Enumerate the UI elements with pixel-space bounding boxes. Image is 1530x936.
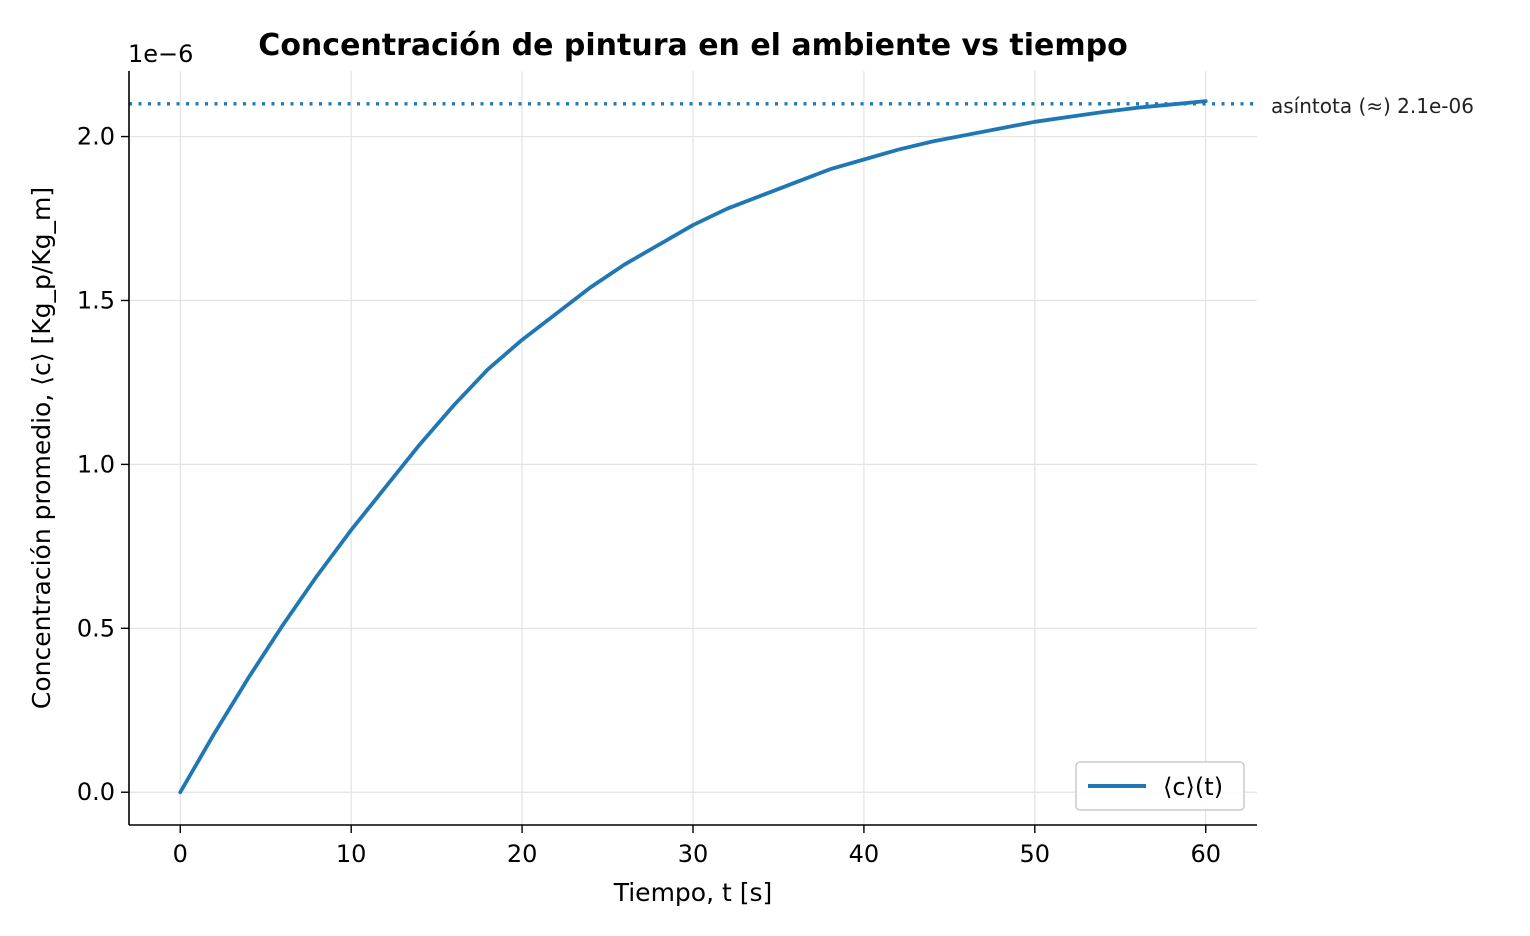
asymptote-label: asíntota (≈) 2.1e-06 <box>1271 94 1474 118</box>
x-tick-label: 50 <box>1020 840 1051 868</box>
x-tick-label: 10 <box>336 840 367 868</box>
y-tick-label: 1.5 <box>77 286 115 314</box>
legend-box <box>1075 761 1245 811</box>
y-tick-label: 0.0 <box>77 778 115 806</box>
legend-entry-label: ⟨c⟩(t) <box>1163 773 1223 801</box>
x-tick-label: 60 <box>1190 840 1221 868</box>
series-group <box>178 99 1208 795</box>
x-tick-label: 0 <box>173 840 188 868</box>
y-offset-label: 1e−6 <box>128 40 193 68</box>
y-axis-label: Concentración promedio, ⟨c⟩ [Kg_p/Kg_m] <box>27 187 56 709</box>
y-tick-label: 1.0 <box>77 450 115 478</box>
legend: ⟨c⟩(t) <box>1075 761 1245 811</box>
x-axis-label: Tiempo, t [s] <box>613 878 773 907</box>
chart-title: Concentración de pintura en el ambiente … <box>258 28 1127 63</box>
series-line <box>178 99 1208 795</box>
x-tick-label: 20 <box>507 840 538 868</box>
x-tick-label: 30 <box>678 840 709 868</box>
grid <box>129 71 1257 825</box>
y-tick-label: 0.5 <box>77 614 115 642</box>
y-tick-label: 2.0 <box>77 123 115 151</box>
ticks: 0 10 20 30 40 50 60 0.0 0.5 1.0 1.5 2.0 <box>77 123 1221 868</box>
x-tick-label: 40 <box>849 840 880 868</box>
